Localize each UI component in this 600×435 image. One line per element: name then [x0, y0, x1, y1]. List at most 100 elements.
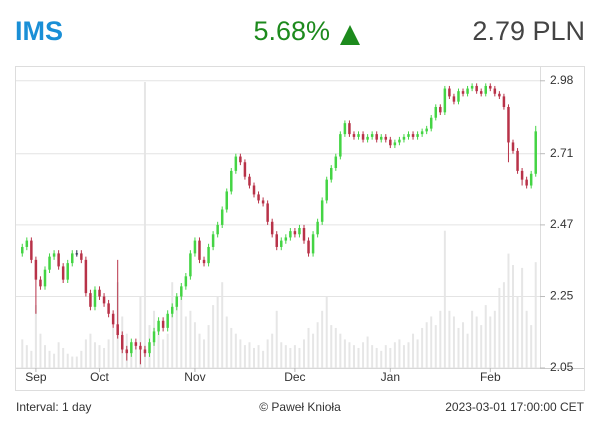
- volume-bar: [302, 339, 305, 368]
- candle-body: [180, 286, 183, 297]
- candle-body: [57, 253, 60, 267]
- candle-body: [193, 240, 197, 254]
- candle-body: [152, 331, 156, 343]
- volume-bar: [448, 310, 451, 368]
- candle-body: [325, 179, 328, 201]
- volume-bar: [84, 339, 87, 368]
- candle-body: [470, 85, 474, 89]
- candle-body: [234, 156, 238, 171]
- candle-body: [25, 240, 29, 247]
- candle-body: [134, 342, 138, 346]
- candle-body: [479, 91, 483, 94]
- volume-bar: [39, 333, 42, 368]
- candle-body: [457, 91, 460, 102]
- volume-bar: [175, 305, 178, 368]
- volume-bar: [407, 342, 410, 368]
- volume-bar: [234, 333, 237, 368]
- candle-body: [366, 136, 369, 140]
- volume-bar: [112, 327, 115, 368]
- volume-bar: [48, 350, 51, 368]
- volume-bar: [325, 296, 328, 368]
- volume-bar: [312, 333, 315, 368]
- candle-body: [375, 134, 378, 140]
- volume-bar: [393, 342, 396, 368]
- candle-body: [21, 246, 24, 254]
- volume-bar: [371, 345, 374, 368]
- candle-body: [379, 136, 383, 140]
- volume-bar: [293, 345, 296, 368]
- volume-bar: [289, 347, 292, 368]
- volume-bar: [457, 327, 460, 368]
- volume-bar: [352, 345, 355, 368]
- candle-body: [429, 117, 433, 129]
- volume-bar: [157, 327, 160, 368]
- volume-bar: [389, 347, 392, 368]
- candle-body: [484, 85, 487, 94]
- volume-bar: [525, 310, 528, 368]
- candle-body: [398, 139, 401, 143]
- candle-body: [339, 134, 342, 157]
- candle-body: [148, 342, 151, 354]
- volume-bar: [266, 339, 269, 368]
- candle-body: [393, 142, 397, 146]
- candle-body: [507, 106, 510, 143]
- candle-body: [111, 313, 115, 325]
- volume-bar: [412, 333, 415, 368]
- candle-body: [189, 253, 192, 277]
- volume-bar: [262, 350, 265, 368]
- candle-body: [266, 203, 269, 222]
- volume-bar: [307, 327, 310, 368]
- volume-bar: [430, 316, 433, 368]
- plot-layer: [21, 83, 537, 365]
- volume-bar: [439, 310, 442, 368]
- volume-bar: [107, 339, 110, 368]
- up-arrow: [340, 25, 360, 45]
- volume-bar: [398, 339, 401, 368]
- candle-body: [93, 289, 97, 307]
- candle-body: [75, 253, 79, 255]
- volume-bar: [216, 296, 219, 368]
- volume-bar: [316, 322, 319, 368]
- candle-body: [348, 123, 351, 135]
- y-tick-label: 2.25: [550, 289, 574, 303]
- candle-body: [416, 134, 419, 137]
- candle-body: [161, 320, 165, 328]
- x-tick-label: Oct: [90, 370, 109, 384]
- volume-bar: [348, 342, 351, 368]
- candle-body: [257, 194, 260, 201]
- candle-body: [475, 85, 478, 92]
- volume-bar: [230, 327, 233, 368]
- volume-bar: [248, 342, 251, 368]
- candle-body: [34, 259, 38, 280]
- timestamp: 2023-03-01 17:00:00 CET: [445, 400, 584, 414]
- volume-bar: [180, 287, 183, 368]
- candle-body: [84, 259, 88, 294]
- candle-body: [357, 134, 360, 137]
- volume-bar: [34, 305, 37, 368]
- interval: Interval: 1 day: [16, 400, 91, 414]
- candle-body: [239, 156, 242, 163]
- volume-bar: [21, 339, 24, 368]
- x-tick-label: Dec: [284, 370, 305, 384]
- volume-bar: [362, 342, 365, 368]
- volume-bar: [193, 322, 196, 368]
- volume-bar: [366, 336, 369, 368]
- candle-body: [270, 221, 274, 235]
- candle-body: [389, 139, 392, 146]
- volume-bar: [162, 339, 165, 368]
- candle-body: [120, 335, 124, 350]
- x-tick-label: Sep: [25, 370, 47, 384]
- volume-bar: [339, 333, 342, 368]
- volume-bar: [89, 333, 92, 368]
- candle-body: [125, 349, 129, 354]
- volume-bar: [380, 350, 383, 368]
- candle-body: [370, 134, 374, 137]
- candle-body: [384, 136, 388, 140]
- candle-body: [434, 106, 438, 118]
- candle-body: [352, 134, 356, 137]
- volume-bar: [507, 253, 510, 368]
- volume-bar: [62, 347, 65, 368]
- candle-body: [80, 253, 83, 260]
- candle-body: [343, 123, 347, 135]
